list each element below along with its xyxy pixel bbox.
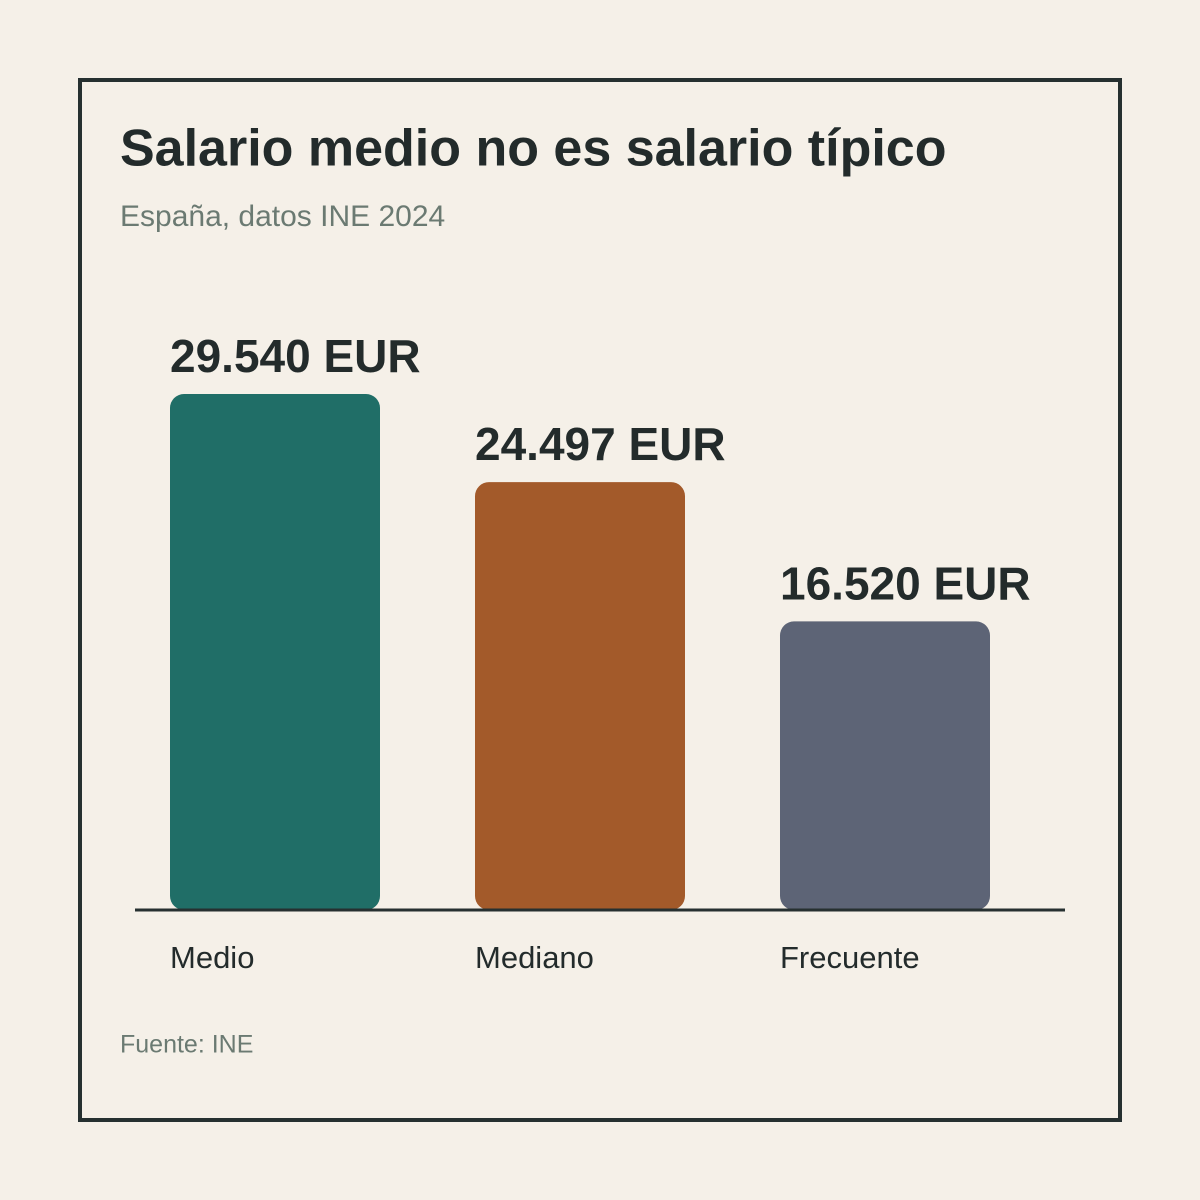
value-label: 29.540 EUR <box>170 330 421 382</box>
chart-subtitle: España, datos INE 2024 <box>120 200 445 233</box>
bar <box>170 394 380 910</box>
value-label: 24.497 EUR <box>475 418 726 470</box>
x-tick-label: Frecuente <box>780 940 920 975</box>
bar <box>475 482 685 910</box>
x-tick-label: Mediano <box>475 940 594 975</box>
frame <box>78 78 1122 1122</box>
x-tick-label: Medio <box>170 940 254 975</box>
value-label: 16.520 EUR <box>780 558 1031 610</box>
source: Fuente: INE <box>120 1031 253 1059</box>
bar <box>780 621 990 910</box>
chart-title: Salario medio no es salario típico <box>120 120 946 178</box>
